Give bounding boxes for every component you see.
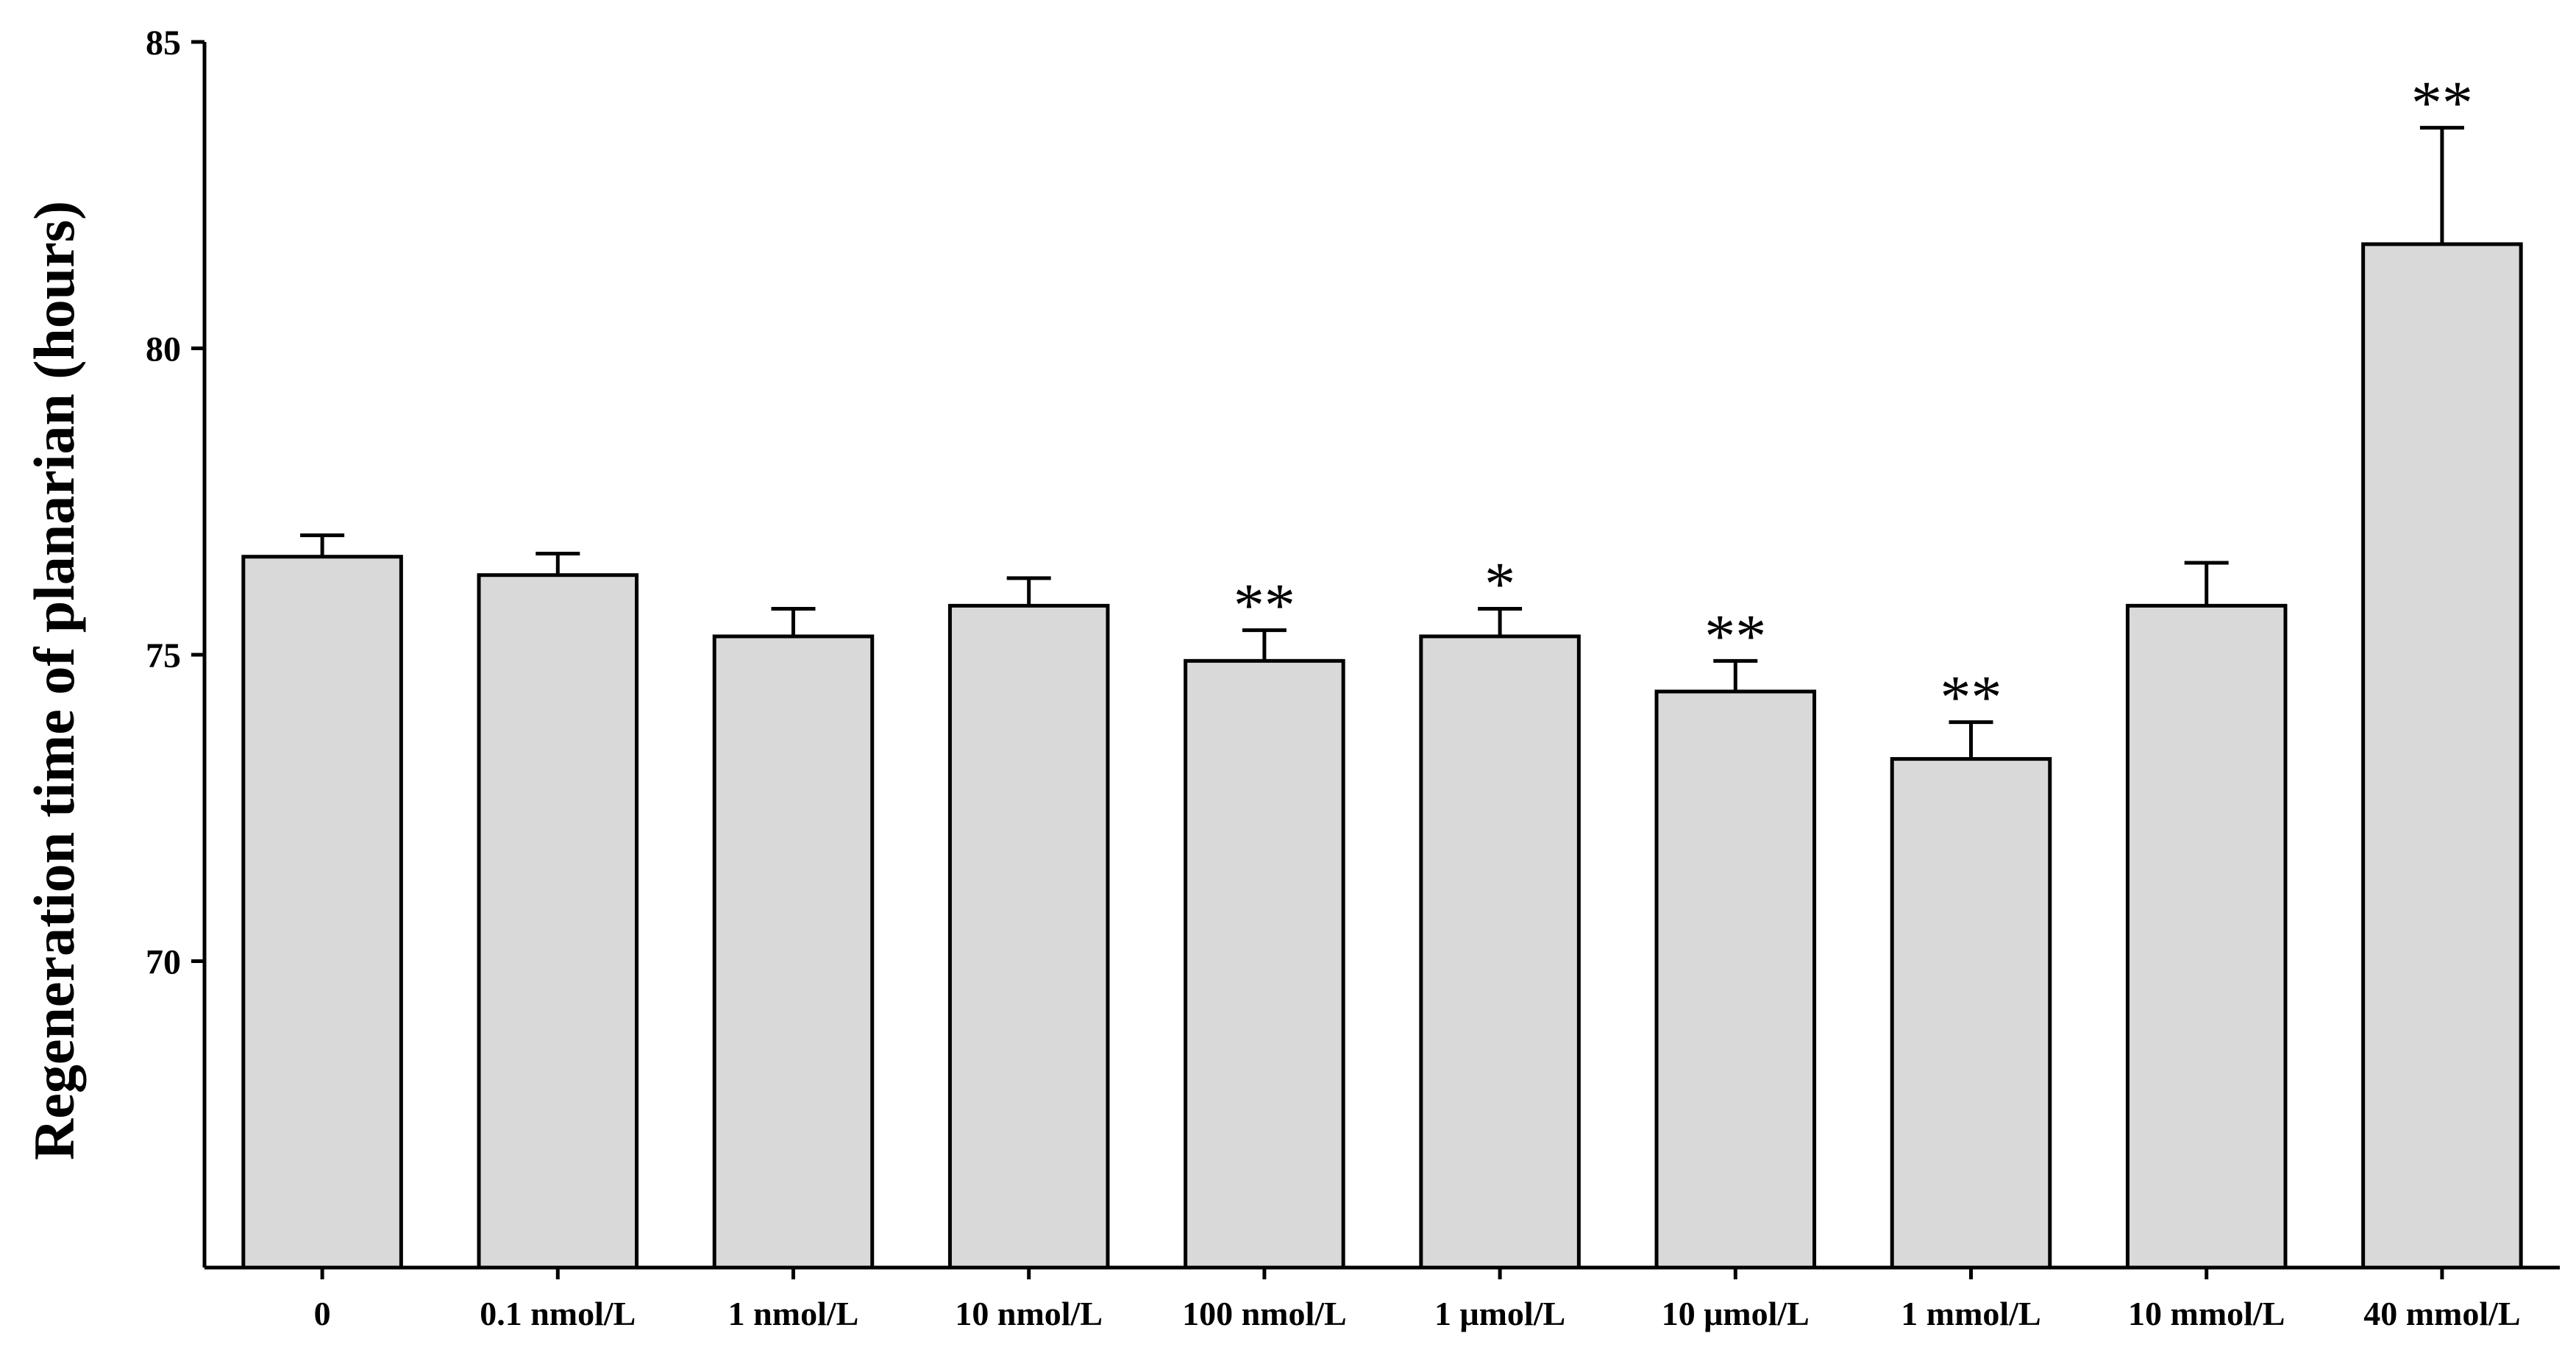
significance-label: * [1484, 550, 1515, 619]
significance-label: ** [1704, 602, 1766, 670]
x-tick-label: 1 mmol/L [1901, 1295, 2040, 1332]
x-tick-label: 10 μmol/L [1662, 1295, 1810, 1332]
bar [1184, 658, 1345, 1270]
bar [947, 603, 1110, 1270]
x-tick-label: 10 nmol/L [955, 1295, 1103, 1332]
x-tick-label: 0.1 nmol/L [480, 1295, 636, 1332]
x-tick-label: 1 μmol/L [1434, 1295, 1565, 1332]
x-tick-label: 100 nmol/L [1182, 1295, 1347, 1332]
y-axis-label: Regeneration time of planarian (hours) [22, 201, 86, 1160]
significance-label: ** [1234, 572, 1295, 640]
bars [241, 126, 2523, 1270]
y-tick-label: 70 [146, 943, 181, 982]
bar [241, 555, 403, 1270]
y-tick-label: 75 [146, 636, 181, 675]
bar [1654, 689, 1817, 1270]
labels: 70 75 80 85 0 0.1 nmol/L 1 nmol/L 10 nmol/L 100 … [146, 24, 2521, 1332]
significance-label: ** [1940, 664, 2002, 732]
y-tick-label: 80 [146, 330, 181, 369]
bar [2361, 242, 2523, 1270]
x-tick-label: 0 [314, 1295, 331, 1332]
significance-label: ** [2411, 69, 2473, 138]
bar [477, 573, 639, 1270]
bar [1419, 634, 1581, 1270]
x-tick-label: 1 nmol/L [728, 1295, 859, 1332]
bar [1890, 757, 2052, 1270]
bar [2125, 603, 2288, 1270]
x-tick-label: 40 mmol/L [2363, 1295, 2520, 1332]
y-tick-label: 85 [146, 24, 181, 63]
x-tick-label: 10 mmol/L [2128, 1295, 2285, 1332]
bar [712, 634, 875, 1270]
